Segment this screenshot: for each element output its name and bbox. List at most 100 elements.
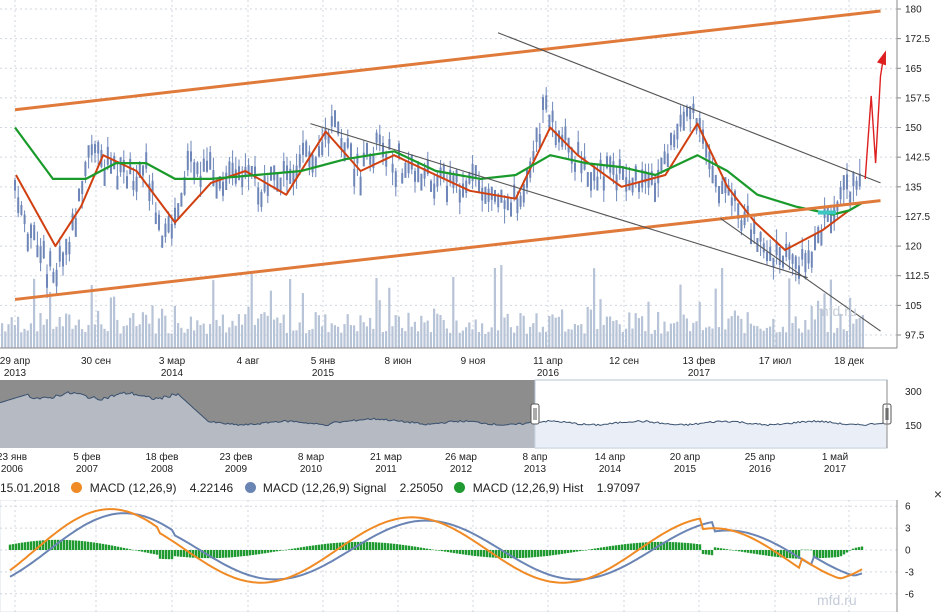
volume-bar [647,301,650,348]
candle-body [231,162,234,177]
volume-bar [58,317,61,348]
candle-body [369,153,372,165]
y-tick-label: 112.5 [905,271,930,282]
volume-bar [564,331,567,348]
volume-bar [231,320,234,348]
macd-hist-bar [725,549,729,550]
candle-body [599,159,602,174]
volume-bar [532,323,535,348]
volume-bar [769,326,772,348]
macd-hist-bar [257,550,261,555]
navigator-x-label: 18 фев [145,451,178,463]
macd-hist-bar [263,550,267,554]
macd-hist-bar [410,546,414,550]
candle-body [407,161,410,174]
volume-bar [673,323,676,348]
candle-body [458,189,461,203]
candle-body [711,166,714,184]
macd-hist-bar [704,550,708,555]
candle-body [452,175,455,188]
macd-hist-bar [128,549,132,550]
volume-bar [525,333,528,348]
macd-hist-bar [827,550,831,558]
candle-body [292,171,295,184]
volume-bar [61,326,64,348]
candle-body [673,134,676,148]
volume-bar [285,332,288,348]
macd-hist-bar [20,542,24,550]
macd-hist-bar [644,542,648,550]
candle-body [510,202,512,217]
y-tick-label: 172.5 [905,34,930,45]
volume-bar [663,321,666,348]
highlight-marker [818,210,836,215]
volume-bar [295,330,298,348]
macd-hist-bar [35,540,39,550]
macd-hist-bar [314,545,318,550]
macd-hist-bar [713,547,717,550]
volume-bar [471,329,474,348]
macd-hist-bar [551,550,555,556]
macd-hist-bar [290,548,294,550]
candle-body [260,191,263,208]
macd-hist-bar [830,550,834,558]
macd-hist-bar [539,550,543,557]
macd-hist-bar [476,550,480,557]
macd-hist-bar [503,550,507,559]
candle-body [337,121,340,135]
volume-bar [330,323,333,348]
macd-hist-bar [758,550,762,555]
macd-hist-bar [581,550,585,551]
volume-bar [401,327,404,348]
macd-hist-bar [104,544,108,550]
volume-bar [759,328,762,348]
macd-hist-bar [92,542,96,550]
macd-hist-bar [614,545,618,550]
close-icon[interactable]: × [933,486,942,502]
candle-body [247,165,250,176]
macd-hist-bar [686,543,690,550]
candle-body [849,191,852,206]
volume-bar [701,330,704,348]
candle-body [564,126,567,141]
volume-bar [567,329,570,348]
macd-hist-bar [626,543,630,550]
macd-hist-bar [530,550,534,558]
macd-hist-bar [311,545,315,550]
candle-body [590,172,592,191]
volume-bar [845,331,848,348]
macd-hist-bar [197,550,201,558]
candle-body [538,134,541,148]
volume-bar [247,306,250,348]
macd-hist-bar [497,550,501,558]
volume-bar [4,331,7,348]
candle-body [506,197,509,211]
x-tick-label: 18 дек [834,356,864,367]
volume-bar [458,332,461,348]
x-tick-label: 8 июн [385,356,412,367]
volume-bar [340,332,343,348]
volume-bar [724,329,727,348]
signal-legend-name: MACD (12,26,9) Signal [262,480,387,495]
macd-hist-bar [281,550,285,551]
volume-bar [538,332,541,348]
volume-bar [103,328,106,348]
volume-bar [186,328,189,348]
volume-bar [317,315,320,348]
volume-bar [260,313,263,348]
macd-hist-bar [98,543,102,550]
navigator-x-year: 2008 [151,464,174,475]
candle-body [186,150,189,171]
volume-bar [205,333,208,348]
macd-hist-bar [17,543,21,550]
volume-bar [788,278,791,348]
candle-body [692,103,695,113]
candle-body [346,138,349,148]
navigator-x-label: 8 мар [298,452,325,463]
navigator-x-label: 21 мар [370,452,402,463]
candle-body [663,151,666,165]
candle-body [855,180,858,190]
volume-bar [714,288,717,348]
macd-hist-bar [239,550,243,557]
